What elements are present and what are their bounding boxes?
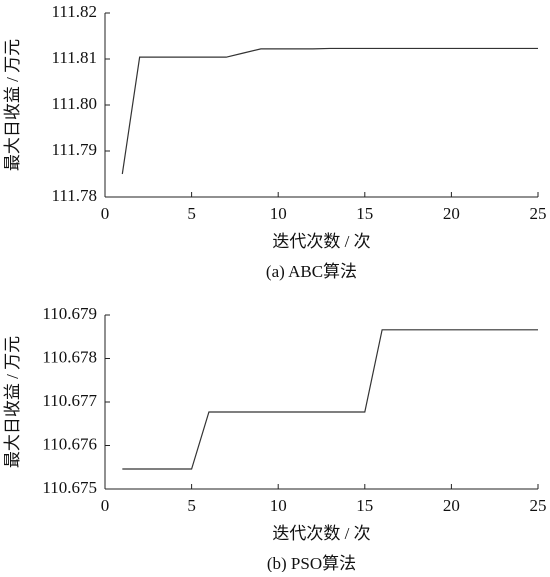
x-axis-label: 迭代次数 / 次	[272, 232, 370, 251]
series-line	[121, 47, 538, 175]
x-tick-label: 25	[530, 204, 547, 223]
x-tick-label: 0	[101, 204, 110, 223]
x-tick-label: 15	[356, 496, 373, 515]
y-tick-label: 110.678	[42, 347, 97, 366]
x-tick-label: 5	[187, 204, 196, 223]
y-tick-label: 110.675	[42, 478, 97, 497]
x-tick-label: 10	[270, 204, 287, 223]
y-tick-label: 111.82	[52, 2, 98, 21]
series-line	[122, 329, 538, 470]
x-tick-label: 0	[101, 496, 110, 515]
x-tick-label: 15	[356, 204, 373, 223]
x-tick-label: 20	[443, 496, 460, 515]
y-tick-label: 111.78	[52, 186, 98, 205]
x-tick-label: 5	[187, 496, 196, 515]
x-tick-label: 25	[530, 496, 547, 515]
x-axis-label: 迭代次数 / 次	[272, 524, 370, 543]
caption: (a) ABC算法	[266, 262, 357, 281]
y-tick-label: 110.677	[42, 391, 97, 410]
x-tick-label: 10	[270, 496, 287, 515]
caption: (b) PSO算法	[267, 554, 356, 572]
x-tick-label: 20	[443, 204, 460, 223]
y-tick-label: 111.81	[52, 48, 98, 67]
y-tick-label: 110.676	[42, 434, 97, 453]
y-axis-label: 最大日收益 / 万元	[3, 39, 22, 171]
y-tick-label: 111.79	[52, 140, 98, 159]
y-tick-label: 111.80	[52, 94, 98, 113]
y-axis-label: 最大日收益 / 万元	[3, 336, 22, 468]
y-tick-label: 110.679	[42, 304, 97, 323]
